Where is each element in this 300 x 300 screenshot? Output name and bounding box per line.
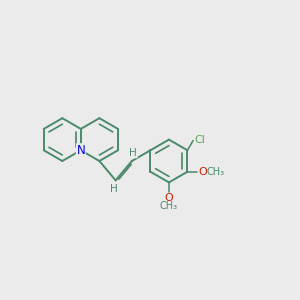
Text: O: O: [165, 193, 173, 203]
Text: CH₃: CH₃: [160, 201, 178, 212]
Text: Cl: Cl: [195, 135, 206, 145]
Text: H: H: [110, 184, 118, 194]
Text: N: N: [76, 144, 85, 157]
Text: O: O: [198, 167, 207, 177]
Text: H: H: [130, 148, 137, 158]
Text: CH₃: CH₃: [206, 167, 225, 177]
